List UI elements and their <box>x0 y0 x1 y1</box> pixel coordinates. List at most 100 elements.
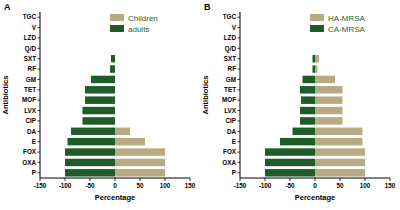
x-tick-label: -150 <box>234 182 247 189</box>
category-label: RF <box>228 65 237 72</box>
legend-label: adults <box>128 25 149 34</box>
bar <box>301 96 315 103</box>
bar <box>315 148 365 155</box>
y-axis-label: Antibiotics <box>1 76 10 115</box>
category-label: LVX <box>224 107 237 114</box>
y-axis-label: Antibiotics <box>201 76 210 115</box>
category-label: FOX <box>23 148 37 155</box>
x-tick-label: 150 <box>185 182 196 189</box>
x-tick <box>165 178 166 181</box>
bar <box>83 117 116 124</box>
bar <box>85 86 115 93</box>
bar <box>315 117 343 124</box>
category-label: GM <box>26 76 36 83</box>
bars <box>65 55 165 177</box>
category-label: DA <box>27 128 37 135</box>
x-tick <box>115 178 116 181</box>
panel: AAntibioticsTGCVLZDQ/DSXTRFGMTETMOFLVXCI… <box>1 2 196 202</box>
bar <box>65 159 115 166</box>
category-label: SXT <box>24 55 36 62</box>
x-tick <box>240 178 241 181</box>
bar <box>115 45 116 52</box>
category-label: TGC <box>223 13 237 20</box>
x-tick <box>265 178 266 181</box>
category-label: DA <box>227 128 237 135</box>
panel-title: B <box>204 2 211 12</box>
category-label: MOF <box>22 96 36 103</box>
category-label: P <box>32 169 36 176</box>
category-label: P <box>232 169 236 176</box>
bars <box>265 55 365 177</box>
bar <box>115 148 165 155</box>
bar <box>315 138 363 145</box>
x-tick-label: 100 <box>160 182 171 189</box>
bar <box>293 128 316 135</box>
bar <box>315 65 318 72</box>
x-tick <box>365 178 366 181</box>
x-tick-label: 0 <box>313 182 317 189</box>
bar <box>315 45 316 52</box>
category-label: LZD <box>224 34 237 41</box>
category-label: TET <box>24 86 36 93</box>
panel: BAntibioticsTGCVLZDQ/DSXTRFGMTETMOFLVXCI… <box>201 2 396 202</box>
category-label: MOF <box>222 96 236 103</box>
x-tick-label: -50 <box>85 182 95 189</box>
bar <box>315 76 335 83</box>
bar <box>300 107 315 114</box>
x-tick-label: -100 <box>59 182 72 189</box>
legend-swatch <box>310 25 324 32</box>
bar <box>68 138 116 145</box>
category-label: CIP <box>226 117 237 124</box>
bar <box>315 159 365 166</box>
y-axis-line <box>40 12 41 178</box>
category-label: TGC <box>23 13 37 20</box>
bar <box>85 96 115 103</box>
bar <box>315 169 365 176</box>
bar <box>315 55 319 62</box>
y-axis-line <box>240 12 241 178</box>
category-label: TET <box>224 86 236 93</box>
x-tick-label: 0 <box>113 182 117 189</box>
bar <box>111 55 115 62</box>
bar <box>315 86 343 93</box>
x-tick <box>65 178 66 181</box>
bar <box>65 148 115 155</box>
legend-label: HA-MRSA <box>328 14 366 23</box>
x-tick-label: 50 <box>136 182 144 189</box>
bar <box>315 34 316 41</box>
category-label: RF <box>28 65 37 72</box>
x-tick <box>140 178 141 181</box>
x-tick <box>40 178 41 181</box>
x-tick-label: 150 <box>385 182 396 189</box>
bar <box>115 45 116 52</box>
x-tick <box>390 178 391 181</box>
bar <box>110 65 115 72</box>
bar <box>280 138 315 145</box>
bar <box>313 65 316 72</box>
bar <box>115 34 116 41</box>
bar <box>303 76 316 83</box>
x-tick <box>90 178 91 181</box>
legend-swatch <box>110 25 124 32</box>
legend: HA-MRSA CA-MRSA <box>310 14 366 34</box>
category-label: E <box>32 138 36 145</box>
bar <box>315 128 363 135</box>
bar <box>265 169 315 176</box>
category-label: GM <box>226 76 236 83</box>
x-tick-label: 50 <box>336 182 344 189</box>
legend-swatch <box>310 14 324 21</box>
bar <box>313 55 316 62</box>
bar <box>315 107 343 114</box>
category-label: V <box>232 24 237 31</box>
legend-label: Children <box>128 14 158 23</box>
x-axis-label: Percentage <box>95 193 135 202</box>
legend-label: CA-MRSA <box>328 25 366 34</box>
bar <box>265 159 315 166</box>
bar <box>115 159 165 166</box>
bar <box>65 169 115 176</box>
category-label: Q/D <box>25 45 37 53</box>
x-tick-label: -50 <box>285 182 295 189</box>
figure: AAntibioticsTGCVLZDQ/DSXTRFGMTETMOFLVXCI… <box>0 0 400 210</box>
x-tick-label: -150 <box>34 182 47 189</box>
bar <box>115 138 145 145</box>
